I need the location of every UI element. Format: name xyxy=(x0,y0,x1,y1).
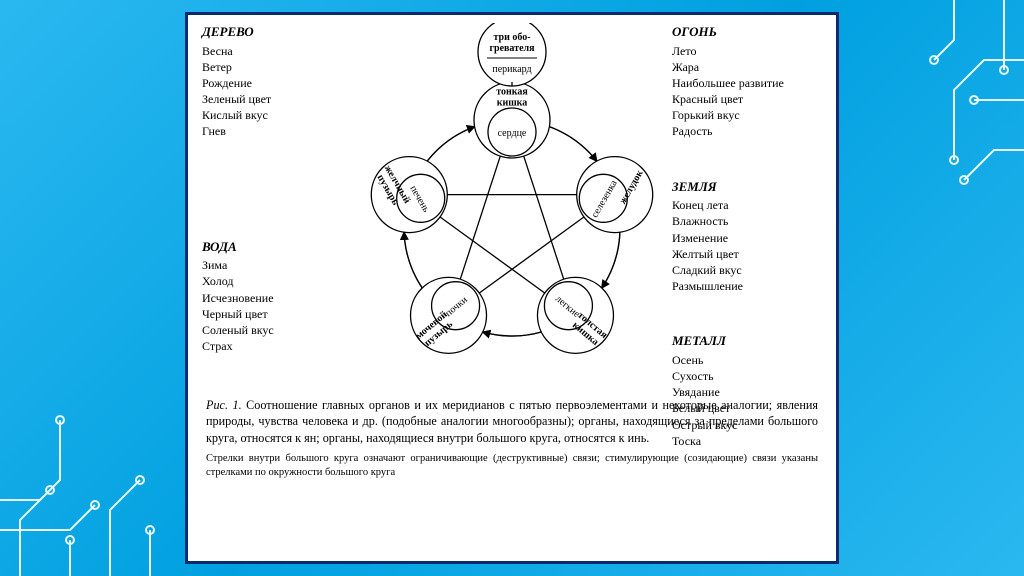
five-elements-diagram: тонкаякишкасердцежелудокселезенкатолстая… xyxy=(352,23,672,391)
slide-card: ДЕРЕВО ВеснаВетерРождениеЗеленый цветКис… xyxy=(185,12,839,564)
svg-text:кишка: кишка xyxy=(497,98,528,109)
svg-text:сердце: сердце xyxy=(498,128,527,139)
svg-text:гревателя: гревателя xyxy=(489,43,535,54)
caption-lead: Рис. 1. xyxy=(206,398,242,412)
svg-text:тонкая: тонкая xyxy=(496,87,528,98)
water-title: ВОДА xyxy=(202,238,352,256)
block-metal: МЕТАЛЛ ОсеньСухостьУвяданиеБелый цветОст… xyxy=(672,332,822,449)
earth-title: ЗЕМЛЯ xyxy=(672,178,822,196)
fire-lines: ЛетоЖараНаибольшее развитиеКрасный цветГ… xyxy=(672,43,822,140)
block-earth: ЗЕМЛЯ Конец летаВлажностьИзменениеЖелтый… xyxy=(672,178,822,295)
wood-lines: ВеснаВетерРождениеЗеленый цветКислый вку… xyxy=(202,43,352,140)
block-fire: ОГОНЬ ЛетоЖараНаибольшее развитиеКрасный… xyxy=(672,23,822,140)
circuit-deco-left xyxy=(0,0,190,576)
right-column: ОГОНЬ ЛетоЖараНаибольшее развитиеКрасный… xyxy=(672,23,822,391)
left-column: ДЕРЕВО ВеснаВетерРождениеЗеленый цветКис… xyxy=(202,23,352,391)
metal-title: МЕТАЛЛ xyxy=(672,332,822,350)
block-water: ВОДА ЗимаХолодИсчезновениеЧерный цветСол… xyxy=(202,238,352,355)
block-wood: ДЕРЕВО ВеснаВетерРождениеЗеленый цветКис… xyxy=(202,23,352,140)
slide-background: ДЕРЕВО ВеснаВетерРождениеЗеленый цветКис… xyxy=(0,0,1024,576)
svg-text:перикард: перикард xyxy=(492,64,531,75)
water-lines: ЗимаХолодИсчезновениеЧерный цветСоленый … xyxy=(202,257,352,354)
fire-title: ОГОНЬ xyxy=(672,23,822,41)
diagram-svg: тонкаякишкасердцежелудокселезенкатолстая… xyxy=(352,23,672,391)
figure-note: Стрелки внутри большого круга означают о… xyxy=(206,452,818,479)
wood-title: ДЕРЕВО xyxy=(202,23,352,41)
svg-text:три обо-: три обо- xyxy=(493,32,530,43)
circuit-deco-right xyxy=(834,0,1024,576)
earth-lines: Конец летаВлажностьИзменениеЖелтый цветС… xyxy=(672,197,822,294)
